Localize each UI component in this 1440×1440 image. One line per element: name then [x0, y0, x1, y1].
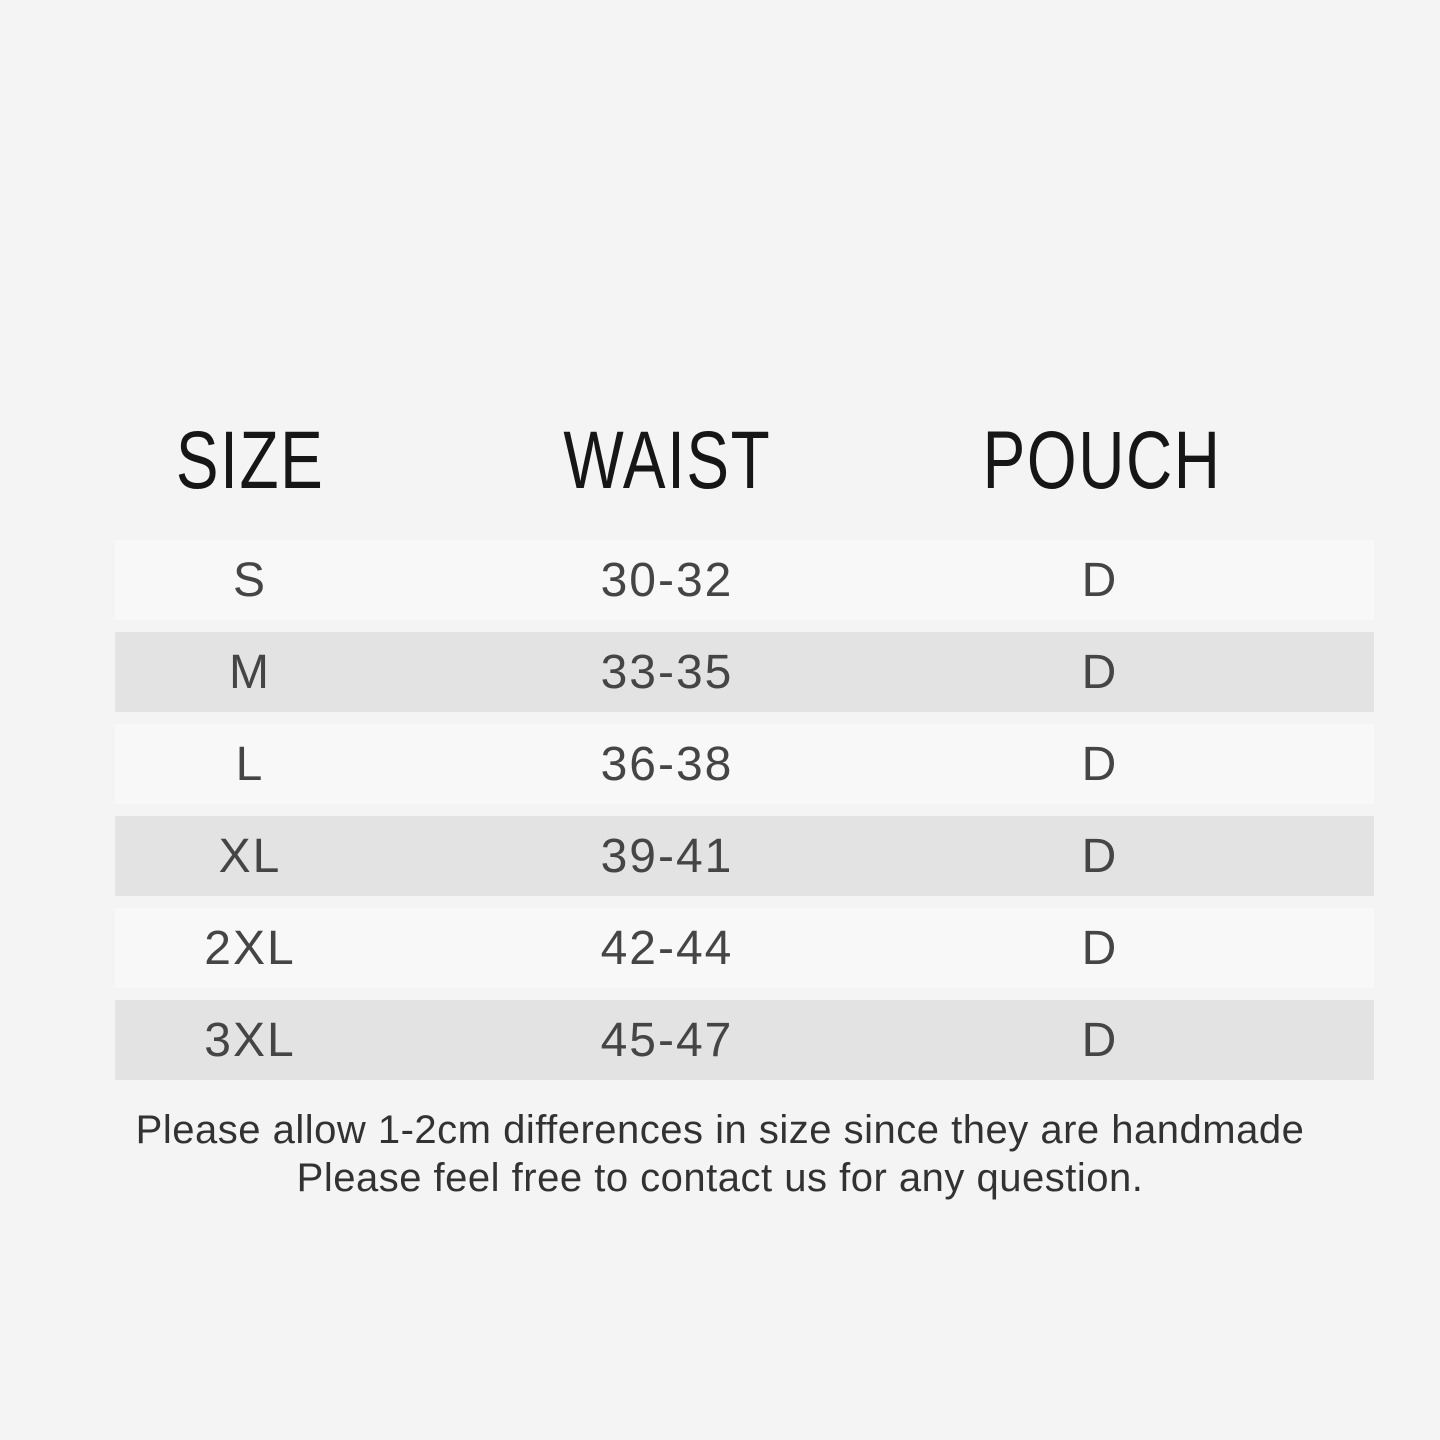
cell-size: L	[235, 737, 265, 791]
table-header-row: SIZE WAIST POUCH	[115, 414, 1374, 506]
cell-size: S	[232, 553, 267, 607]
cell-pouch: D	[1081, 553, 1119, 607]
cell-size: XL	[218, 829, 282, 883]
cell-pouch: D	[1081, 737, 1119, 791]
column-header-waist-label: WAIST	[563, 415, 771, 506]
table-row-l: L 36-38 D	[115, 724, 1374, 804]
cell-pouch: D	[1081, 921, 1119, 975]
cell-waist: 42-44	[600, 921, 734, 975]
column-header-size-label: SIZE	[175, 415, 325, 506]
column-header-waist: WAIST	[385, 414, 949, 508]
cell-waist: 33-35	[600, 645, 734, 699]
cell-waist: 45-47	[600, 1013, 734, 1067]
cell-waist: 30-32	[600, 553, 734, 607]
column-header-size: SIZE	[115, 414, 385, 508]
cell-size: M	[229, 645, 271, 699]
size-note-line2: Please feel free to contact us for any q…	[296, 1156, 1144, 1200]
column-header-pouch: POUCH	[949, 414, 1251, 508]
column-header-pouch-label: POUCH	[982, 415, 1222, 506]
cell-waist: 39-41	[600, 829, 734, 883]
cell-waist: 36-38	[600, 737, 734, 791]
cell-pouch: D	[1081, 645, 1119, 699]
size-note-line1: Please allow 1-2cm differences in size s…	[135, 1108, 1305, 1152]
table-row-2xl: 2XL 42-44 D	[115, 908, 1374, 988]
size-note: Please allow 1-2cm differences in size s…	[0, 1106, 1440, 1202]
cell-size: 3XL	[204, 1013, 296, 1067]
cell-pouch: D	[1081, 829, 1119, 883]
table-row-m: M 33-35 D	[115, 632, 1374, 712]
table-row-xl: XL 39-41 D	[115, 816, 1374, 896]
size-chart-table: SIZE WAIST POUCH S 30-32 D M 33-35 D L 3…	[115, 414, 1374, 1092]
cell-size: 2XL	[204, 921, 296, 975]
table-row-s: S 30-32 D	[115, 540, 1374, 620]
cell-pouch: D	[1081, 1013, 1119, 1067]
table-row-3xl: 3XL 45-47 D	[115, 1000, 1374, 1080]
